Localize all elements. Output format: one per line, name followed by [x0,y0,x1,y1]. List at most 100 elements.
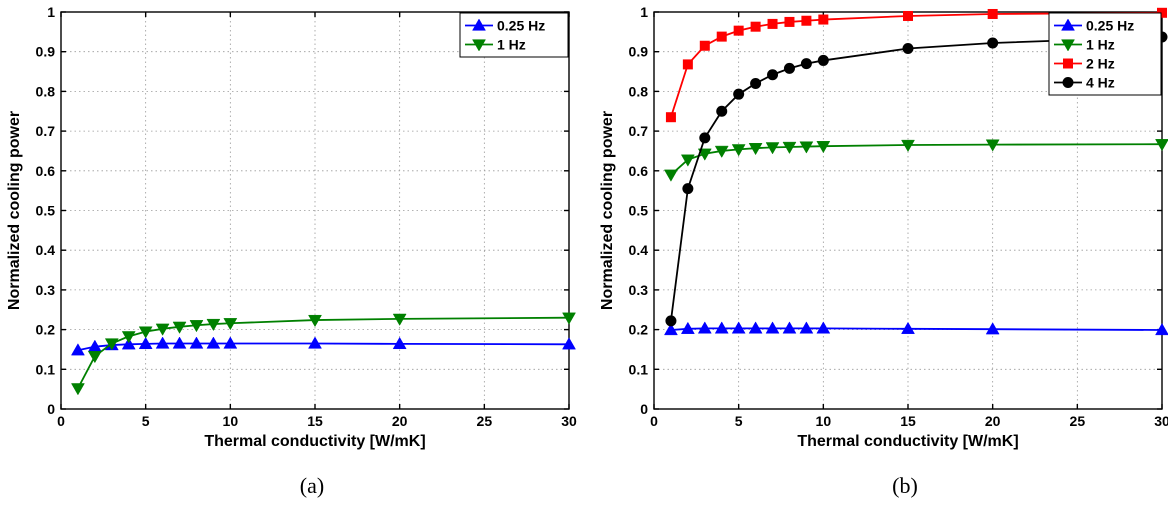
legend-label: 0.25 Hz [497,18,545,34]
data-point [138,336,153,350]
data-point [682,183,694,195]
data-point [697,321,712,334]
series-line [77,342,570,352]
data-point [784,16,795,27]
data-point [308,336,322,349]
data-point [664,322,678,336]
series-line [670,143,1163,176]
data-point [816,141,831,154]
legend: 0.25 Hz 1 Hz 2 Hz 4 Hz [1048,12,1162,96]
data-point [392,336,407,350]
y-tick-label: 0.9 [36,44,56,60]
data-point [697,148,712,161]
series-1-hz [664,139,1168,182]
data-point [189,336,204,349]
x-tick-label: 0 [650,413,658,429]
data-point [767,18,778,29]
y-tick-label: 0.7 [629,123,649,139]
caption-a: (a) [300,473,324,498]
data-point [985,322,1000,335]
y-tick-label: 0.6 [629,163,649,179]
data-point [817,54,829,66]
data-point [699,132,711,144]
y-tick-label: 1 [47,4,55,20]
y-tick-label: 0.9 [629,44,649,60]
data-point [714,145,729,158]
y-tick-label: 1 [640,4,648,20]
data-point [155,323,170,336]
legend-marker [1061,39,1075,52]
legend-marker [472,18,486,31]
data-point [799,141,814,154]
data-point [562,337,576,350]
x-tick-label: 20 [392,413,408,429]
y-tick-label: 0.8 [36,83,56,99]
x-tick-label: 10 [816,413,832,429]
data-point [1155,322,1168,336]
legend-marker [1062,77,1074,88]
data-point [765,142,780,155]
x-tick-label: 30 [1154,413,1168,429]
data-point [748,143,763,156]
series-4-hz [665,31,1168,327]
data-point [799,321,814,334]
data-point [121,331,136,344]
data-point [562,312,576,325]
x-axis-title: Thermal conductivity [W/mK] [204,433,425,450]
data-point [206,318,221,332]
y-tick-label: 0.1 [629,361,649,377]
series-line [77,316,570,389]
legend-label: 1 Hz [497,37,526,53]
x-tick-label: 10 [223,413,239,429]
data-point [818,14,829,25]
series-1-hz [71,312,576,396]
y-tick-label: 0.3 [36,282,56,298]
chart-0: 0 5 10 15 20 25 30 0 0.1 0.2 0.3 0.4 0.5 0.6 0.7 0.8 0.9… [6,4,577,450]
x-axis-title: Thermal conductivity [W/mK] [797,433,1018,450]
x-tick-label: 5 [735,413,743,429]
y-tick-label: 0 [47,401,55,417]
y-tick-label: 0.5 [36,203,56,219]
data-point [1157,7,1167,18]
chart-1: 0 5 10 15 20 25 30 0 0.1 0.2 0.3 0.4 0.5 0.6 0.7 0.8 0.9… [599,4,1168,450]
data-point [699,40,710,51]
y-tick-label: 0.4 [629,242,649,258]
data-point [104,338,119,351]
data-point [816,321,831,334]
data-point [680,154,695,167]
data-point [206,336,221,349]
data-point [783,62,795,74]
data-point [765,321,780,334]
legend-marker [1063,58,1073,69]
x-tick-label: 5 [142,413,150,429]
data-point [902,43,914,55]
data-point [716,105,728,117]
y-tick-label: 0.2 [36,322,56,338]
series-0-25-hz [664,321,1168,336]
y-tick-label: 0 [640,401,648,417]
data-point [750,77,762,89]
data-point [901,139,915,152]
data-point [155,336,170,349]
data-point [223,336,238,349]
data-point [189,320,204,333]
data-point [87,351,102,364]
data-point [767,69,779,81]
data-point [716,31,727,42]
caption-b: (b) [892,473,918,498]
data-point [665,315,677,327]
data-point [1155,139,1168,152]
y-tick-label: 0.5 [629,203,649,219]
x-tick-label: 30 [561,413,577,429]
y-tick-label: 0.6 [36,163,56,179]
legend-label: 2 Hz [1086,56,1115,72]
x-tick-label: 25 [477,413,493,429]
legend: 0.25 Hz 1 Hz [459,12,569,58]
x-tick-label: 20 [985,413,1001,429]
x-tick-label: 0 [57,413,65,429]
legend-label: 4 Hz [1086,75,1115,91]
data-point [121,337,136,350]
y-tick-label: 0.7 [36,123,56,139]
legend-label: 0.25 Hz [1086,18,1134,34]
